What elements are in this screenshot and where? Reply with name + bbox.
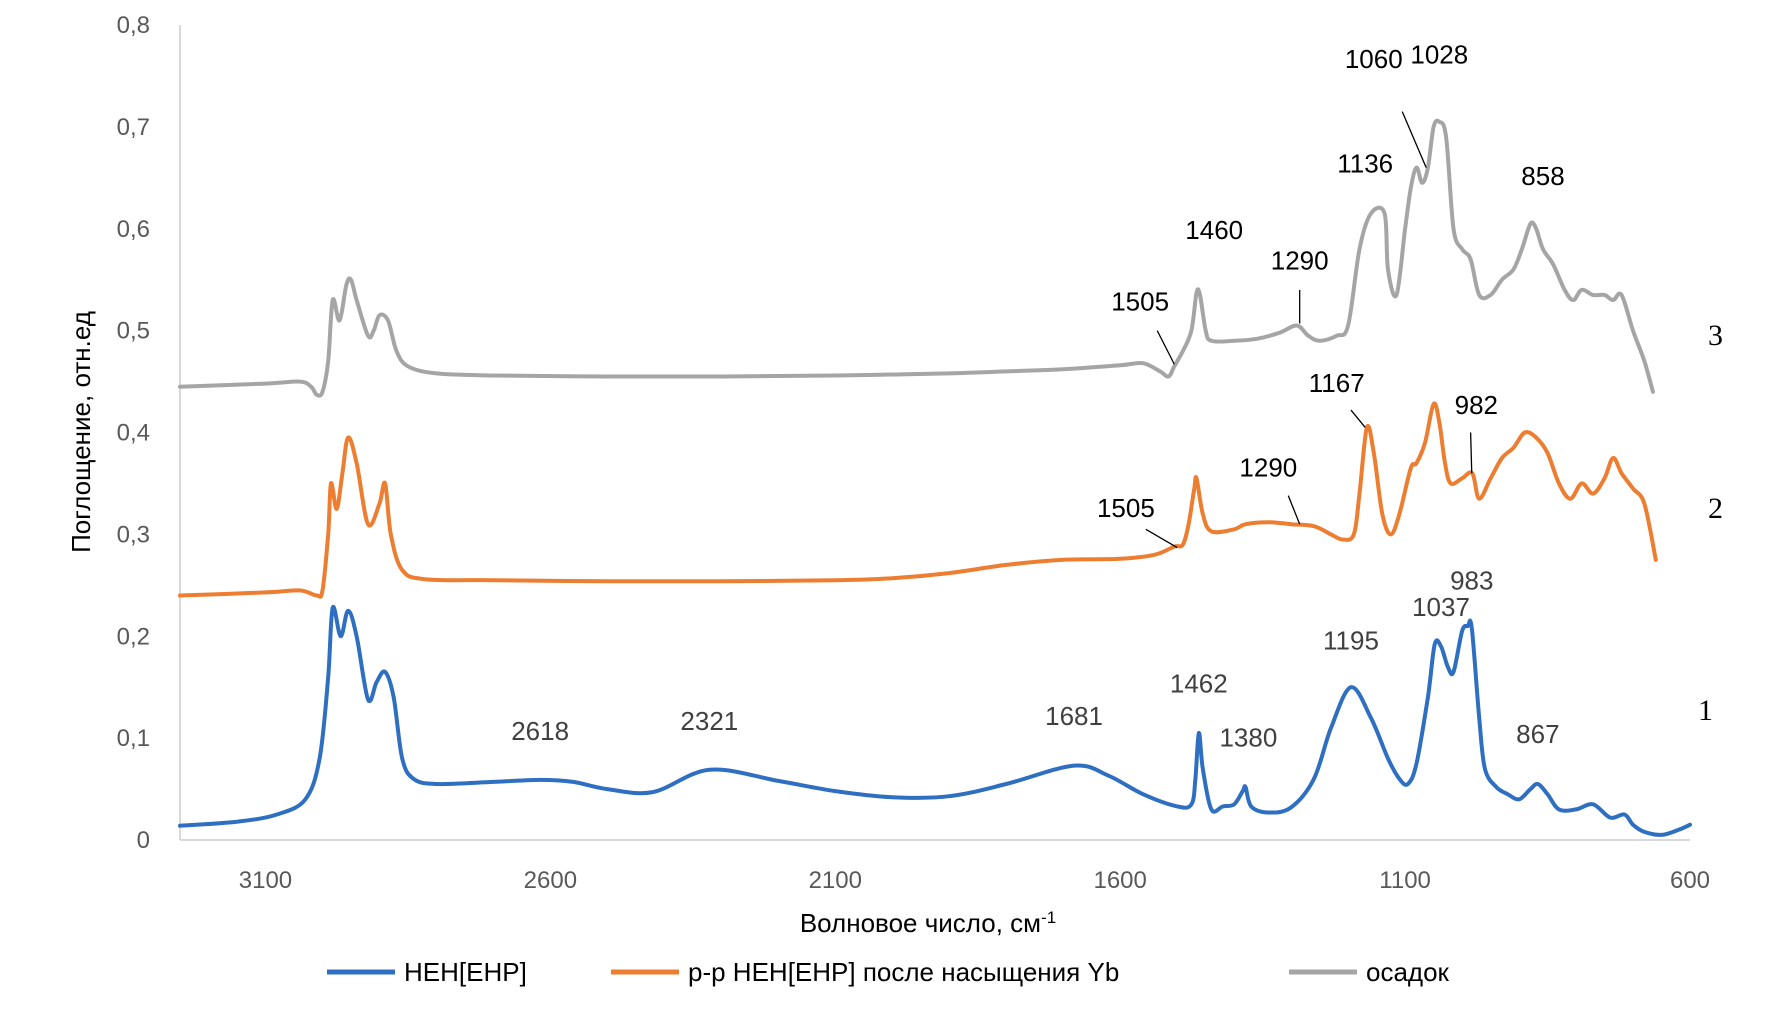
y-tick-label: 0,2 bbox=[117, 623, 150, 650]
leader-line bbox=[1401, 111, 1427, 168]
peak-label: 1167 bbox=[1309, 368, 1365, 398]
y-tick-label: 0,1 bbox=[117, 725, 150, 752]
peak-label: 1290 bbox=[1239, 452, 1297, 482]
x-axis-title-main: Волновое число, см bbox=[800, 908, 1041, 938]
peak-label: 1460 bbox=[1185, 215, 1243, 245]
x-axis-title-sup: -1 bbox=[1041, 908, 1056, 927]
peak-label: 2321 bbox=[680, 706, 738, 736]
legend: НЕН[ЕНР] р-р НЕН[ЕНР] после насыщения Yb… bbox=[327, 957, 1450, 987]
peak-label: 858 bbox=[1521, 161, 1564, 191]
peak-label: 1681 bbox=[1045, 701, 1103, 731]
peak-label: 1037 bbox=[1412, 592, 1470, 622]
y-tick-label: 0 bbox=[137, 827, 150, 854]
legend-item-hehehp: НЕН[ЕНР] bbox=[327, 957, 527, 987]
series-layer bbox=[178, 118, 1692, 837]
y-tick-label: 0,3 bbox=[117, 521, 150, 548]
legend-label-precipitate: осадок bbox=[1366, 957, 1450, 987]
peak-label: 1505 bbox=[1111, 286, 1169, 316]
legend-item-solution-yb: р-р НЕН[ЕНР] после насыщения Yb bbox=[611, 957, 1119, 987]
peak-label: 1195 bbox=[1323, 625, 1379, 655]
legend-item-precipitate: осадок bbox=[1289, 957, 1450, 987]
peak-label: 1060 bbox=[1345, 44, 1403, 74]
x-tick-label: 600 bbox=[1670, 867, 1710, 894]
peak-label: 983 bbox=[1450, 565, 1493, 595]
peak-label: 1136 bbox=[1337, 149, 1393, 179]
peak-label: 1380 bbox=[1219, 722, 1277, 752]
legend-label-solution-yb: р-р НЕН[ЕНР] после насыщения Yb bbox=[688, 957, 1119, 987]
peak-label: 2618 bbox=[511, 716, 569, 746]
series-line-3 bbox=[178, 118, 1655, 398]
peak-label: 1505 bbox=[1097, 493, 1155, 523]
y-tick-label: 0,5 bbox=[117, 318, 150, 345]
peak-label: 1462 bbox=[1170, 668, 1228, 698]
y-tick-label: 0,6 bbox=[117, 216, 150, 243]
peak-label: 867 bbox=[1516, 719, 1559, 749]
leader-line bbox=[1145, 528, 1178, 549]
y-tick-label: 0,7 bbox=[117, 114, 150, 141]
x-axis-title: Волновое число, см-1 bbox=[800, 908, 1056, 939]
leader-lines bbox=[1145, 111, 1473, 549]
x-axis-ticks: 3100 2600 2100 1600 1100 600 bbox=[239, 867, 1710, 894]
peak-label: 1290 bbox=[1271, 246, 1329, 276]
x-tick-label: 1600 bbox=[1093, 867, 1146, 894]
x-tick-label: 3100 bbox=[239, 867, 292, 894]
legend-label-hehehp: НЕН[ЕНР] bbox=[404, 957, 527, 987]
leader-line bbox=[1350, 409, 1366, 428]
y-tick-label: 0,4 bbox=[117, 420, 150, 447]
x-tick-label: 1100 bbox=[1379, 867, 1431, 894]
leader-line bbox=[1156, 330, 1175, 365]
peak-label: 982 bbox=[1455, 390, 1498, 420]
y-axis-ticks: 0 0,1 0,2 0,3 0,4 0,5 0,6 0,7 0,8 bbox=[117, 12, 150, 854]
peak-label: 1028 bbox=[1410, 40, 1468, 70]
leader-line bbox=[1469, 432, 1473, 474]
y-axis-title: Поглощение, отн.ед bbox=[66, 311, 96, 553]
curve-number-1: 1 bbox=[1698, 694, 1713, 727]
series-line-1 bbox=[178, 604, 1692, 837]
leader-line bbox=[1287, 495, 1301, 525]
x-tick-label: 2100 bbox=[809, 867, 862, 894]
series-line-2 bbox=[178, 401, 1658, 599]
curve-number-3: 3 bbox=[1708, 319, 1723, 352]
y-tick-label: 0,8 bbox=[117, 12, 150, 39]
curve-number-2: 2 bbox=[1708, 492, 1723, 525]
x-tick-label: 2600 bbox=[524, 867, 577, 894]
